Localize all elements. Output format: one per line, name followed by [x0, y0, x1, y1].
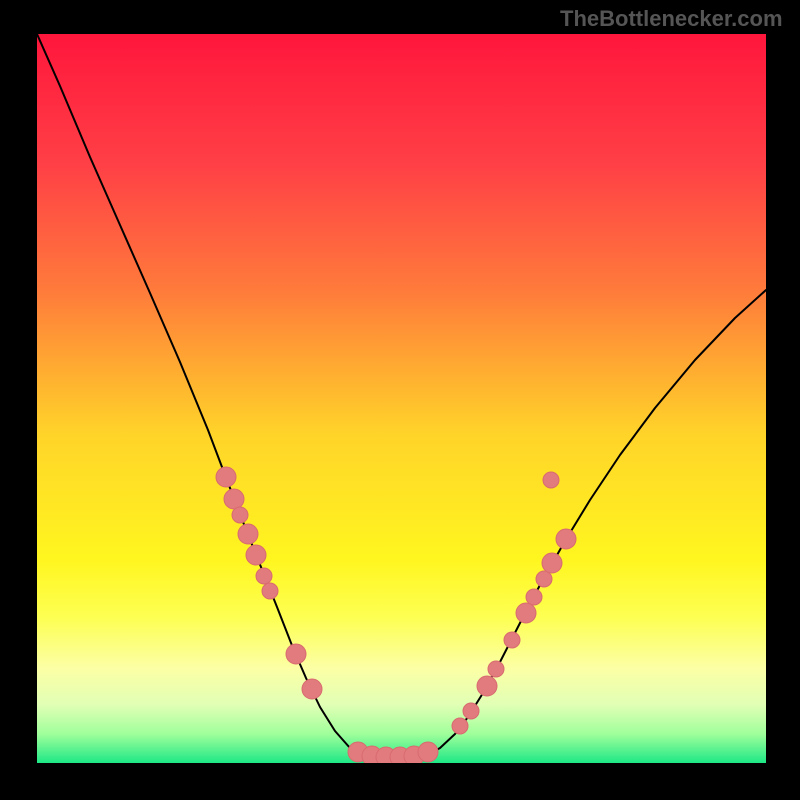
marker-dot — [477, 676, 497, 696]
marker-dot — [418, 742, 438, 762]
marker-dot — [536, 571, 552, 587]
marker-dot — [286, 644, 306, 664]
marker-dot — [238, 524, 258, 544]
marker-dot — [556, 529, 576, 549]
marker-dot — [504, 632, 520, 648]
marker-dot — [463, 703, 479, 719]
chart-svg — [0, 0, 800, 800]
marker-dot — [216, 467, 236, 487]
marker-dot — [224, 489, 244, 509]
marker-dot — [542, 553, 562, 573]
chart-frame: TheBottlenecker.com — [0, 0, 800, 800]
marker-dot — [488, 661, 504, 677]
marker-dot — [302, 679, 322, 699]
marker-dot — [452, 718, 468, 734]
marker-dot — [516, 603, 536, 623]
markers-group — [216, 467, 576, 767]
marker-dot — [232, 507, 248, 523]
v-curve-path — [37, 34, 766, 757]
marker-dot — [526, 589, 542, 605]
marker-dot — [543, 472, 559, 488]
marker-dot — [256, 568, 272, 584]
marker-dot — [246, 545, 266, 565]
marker-dot — [262, 583, 278, 599]
